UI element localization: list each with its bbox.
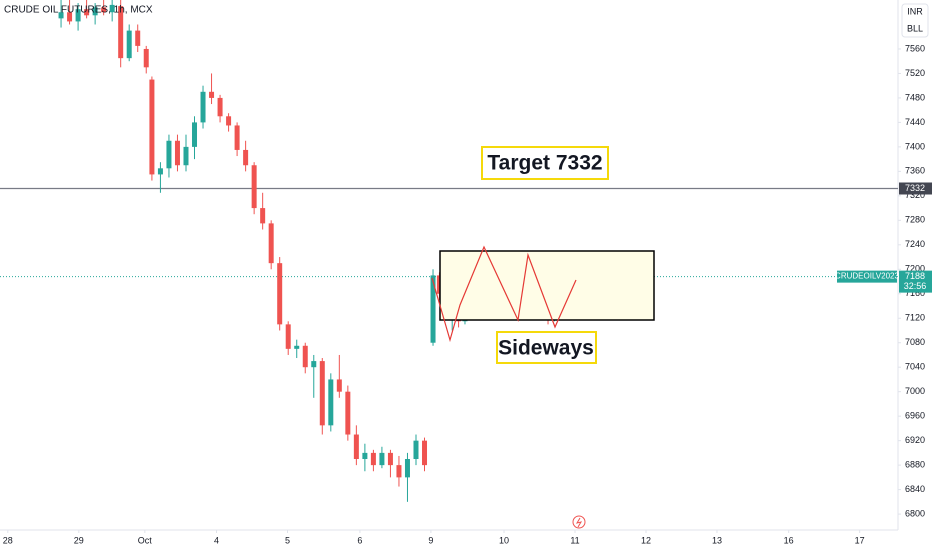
currency-box — [901, 3, 929, 38]
candle-body — [157, 168, 163, 175]
range-box — [439, 250, 655, 321]
x-tick-label: 28 — [3, 535, 13, 545]
target-tag-label: 7332 — [905, 183, 925, 193]
y-tick-label: 7400 — [905, 141, 925, 151]
y-tick-label: 7240 — [905, 239, 925, 249]
price-tag — [899, 270, 932, 293]
y-tick-label: 7480 — [905, 92, 925, 102]
candle-body — [135, 30, 141, 46]
candle-body — [268, 223, 274, 264]
candle-body — [302, 345, 308, 368]
candle-body — [319, 361, 325, 426]
symbol-tag-label: CRUDEOILV2023 — [835, 272, 899, 281]
candle-body — [370, 452, 376, 466]
candle-body — [226, 116, 232, 126]
candle-body — [396, 465, 402, 478]
x-tick-label: 5 — [285, 535, 290, 545]
x-tick-label: 9 — [428, 535, 433, 545]
y-tick-label: 7200 — [905, 264, 925, 274]
x-tick-label: 6 — [357, 535, 362, 545]
y-tick-label: 7280 — [905, 215, 925, 225]
candle-body — [58, 12, 64, 19]
x-tick-label: 17 — [855, 535, 865, 545]
candle-body — [183, 146, 189, 166]
candle-body — [149, 79, 155, 175]
x-tick-label: 11 — [570, 535, 579, 545]
candle-body — [345, 391, 351, 435]
y-tick-label: 6960 — [905, 411, 925, 421]
y-tick-label: 7000 — [905, 386, 925, 396]
y-tick-label: 7320 — [905, 190, 925, 200]
x-tick-label: 10 — [499, 535, 509, 545]
zigzag-pattern — [431, 245, 577, 343]
candle-body — [126, 30, 132, 59]
symbol-tag — [837, 270, 897, 283]
y-tick-label: 7560 — [905, 43, 925, 53]
candle-body — [209, 91, 215, 98]
price-axis — [898, 0, 932, 530]
candle-body — [166, 140, 172, 169]
candle-body — [387, 452, 393, 466]
candle-body — [75, 9, 81, 22]
y-tick-label: 6800 — [905, 508, 925, 518]
y-tick-label: 7160 — [905, 288, 925, 298]
candle-body — [362, 452, 368, 460]
y-tick-label: 7080 — [905, 337, 925, 347]
x-tick-label: Oct — [138, 535, 153, 545]
x-tick-label: 4 — [214, 535, 219, 545]
currency: INR — [907, 6, 923, 16]
candle-body — [101, 7, 107, 13]
event-icon-bolt — [575, 517, 583, 528]
target-box — [481, 146, 609, 180]
candle-body — [336, 379, 342, 392]
candle-body — [353, 434, 359, 460]
candle-body — [243, 149, 249, 166]
candle-body — [251, 165, 257, 209]
candle-body — [92, 7, 98, 16]
y-tick-label: 7360 — [905, 166, 925, 176]
y-tick-label: 7520 — [905, 68, 925, 78]
candle-body — [143, 48, 149, 68]
candle-body — [430, 275, 436, 343]
candle-body — [200, 91, 206, 123]
x-tick-label: 12 — [641, 535, 651, 545]
candle-body — [413, 440, 419, 460]
candle-body — [311, 361, 317, 368]
x-tick-label: 16 — [784, 535, 794, 545]
price-tag-label: 7188 — [905, 271, 925, 281]
target-label: Target 7332 — [487, 152, 602, 175]
range-label-box — [496, 331, 597, 364]
candle-body — [192, 122, 198, 147]
y-tick-label: 6880 — [905, 460, 925, 470]
candle-body — [379, 452, 385, 466]
candle-body — [67, 12, 73, 22]
target-tag — [899, 182, 932, 195]
candle-body — [174, 140, 180, 166]
chart-title: CRUDE OIL FUTURES, 1h, MCX — [4, 5, 153, 16]
y-tick-label: 6840 — [905, 484, 925, 494]
unit: BLL — [907, 23, 923, 33]
candle-body — [84, 9, 90, 16]
x-tick-label: 13 — [712, 535, 722, 545]
candle-body — [234, 125, 240, 150]
y-tick-label: 6920 — [905, 435, 925, 445]
candle-body — [109, 4, 115, 13]
candle-body — [422, 440, 428, 466]
candle-body — [260, 208, 266, 224]
x-tick-label: 29 — [74, 535, 84, 545]
candle-body — [294, 345, 300, 349]
candle-body — [328, 379, 334, 426]
y-tick-label: 7040 — [905, 362, 925, 372]
range-label: Sideways — [498, 337, 594, 360]
candle-body — [277, 263, 283, 325]
event-icon[interactable] — [572, 515, 586, 529]
y-tick-label: 7440 — [905, 117, 925, 127]
candle-body — [217, 97, 223, 117]
countdown-label: 32:56 — [904, 281, 927, 291]
candle-body — [285, 324, 291, 349]
y-tick-label: 7120 — [905, 313, 925, 323]
candle-body — [404, 459, 410, 478]
candle-body — [118, 6, 124, 59]
